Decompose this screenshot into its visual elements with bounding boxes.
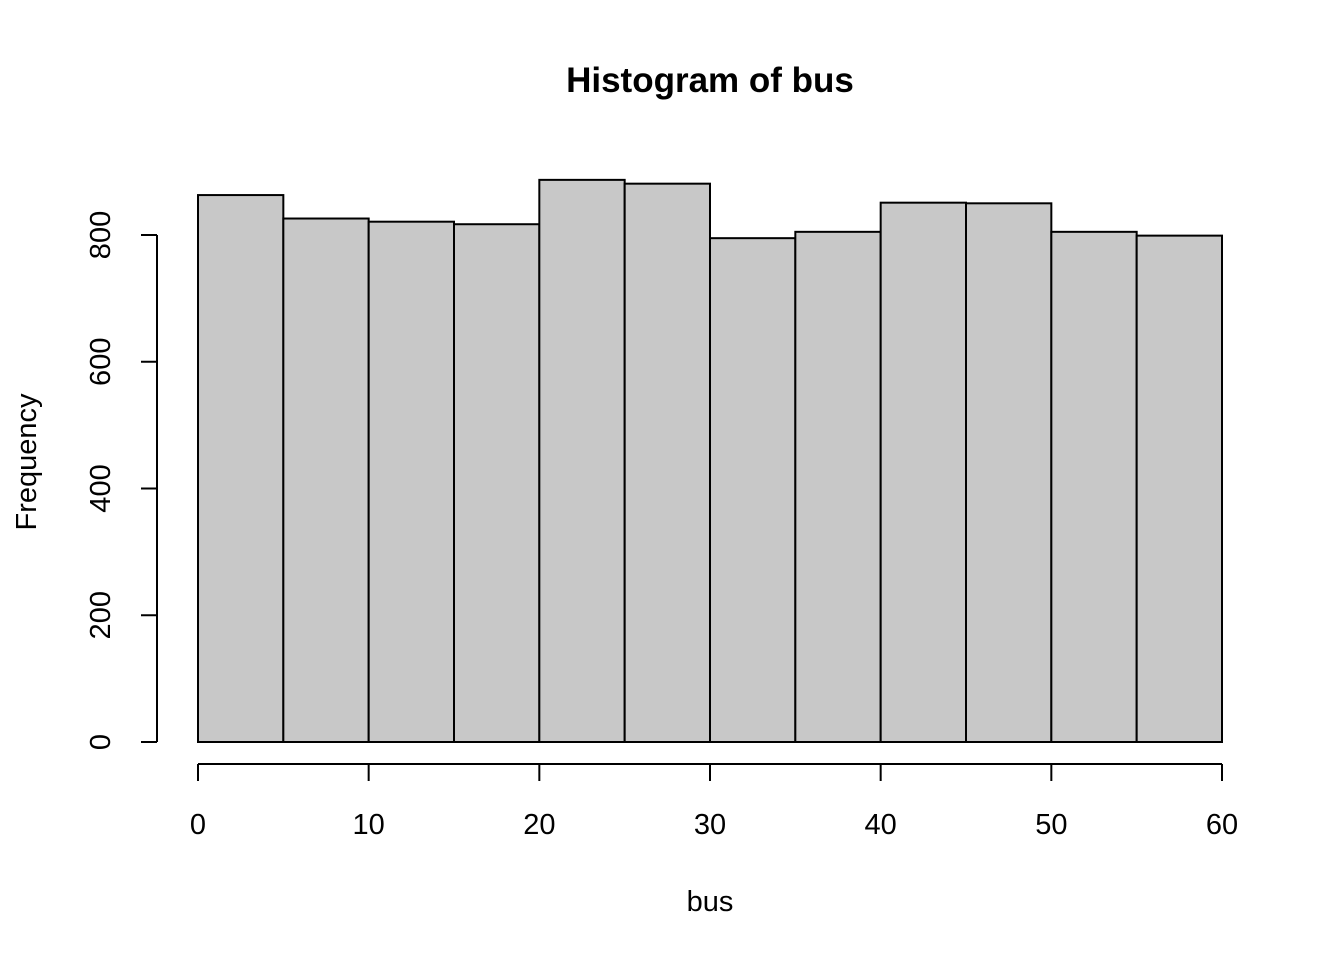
x-tick-label-4: 40 (865, 809, 897, 841)
histogram-bar-7 (794, 230, 882, 744)
y-tick-label-3: 600 (85, 338, 117, 386)
histogram-bar-8 (879, 201, 968, 743)
x-tick-label-5: 50 (1035, 809, 1067, 841)
histogram-bar-2 (367, 220, 455, 744)
x-tick-label-2: 20 (523, 809, 555, 841)
x-tick-label-0: 0 (190, 809, 206, 841)
histogram-bar-6 (709, 237, 797, 743)
y-tick-label-0: 0 (85, 734, 117, 750)
histogram-bar-3 (453, 223, 541, 743)
x-axis: 0 10 20 30 40 50 60 (190, 763, 1238, 841)
y-axis: 0 200 400 600 800 (85, 211, 158, 750)
bars (197, 178, 1223, 744)
y-tick-label-1: 200 (85, 591, 117, 639)
histogram-bar-5 (623, 182, 712, 743)
y-axis-label: Frequency (11, 393, 43, 531)
y-tick-label-2: 400 (85, 464, 117, 512)
x-tick-label-3: 30 (694, 809, 726, 841)
chart-title: Histogram of bus (566, 61, 854, 100)
y-tick-label-4: 800 (85, 211, 117, 259)
histogram-bar-0 (197, 194, 285, 744)
x-tick-label-6: 60 (1206, 809, 1238, 841)
histogram-bar-9 (965, 202, 1053, 743)
histogram-bar-11 (1135, 234, 1223, 743)
x-tick-label-1: 10 (353, 809, 385, 841)
histogram-bar-1 (282, 217, 370, 743)
histogram-bar-10 (1050, 230, 1138, 744)
histogram-bar-4 (538, 178, 626, 743)
x-axis-label: bus (687, 886, 734, 918)
